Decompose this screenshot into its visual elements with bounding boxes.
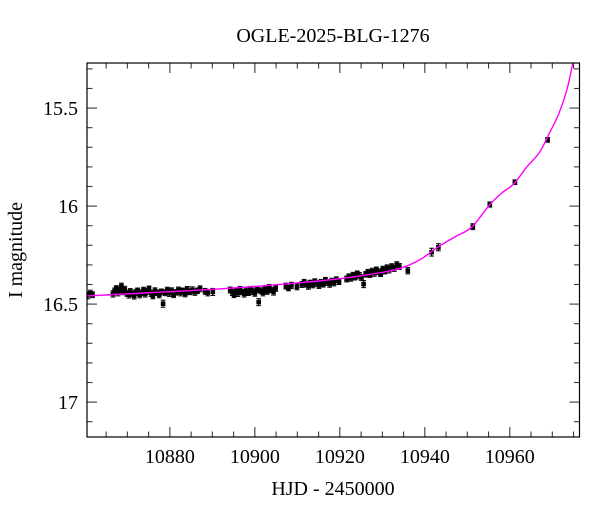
data-point — [378, 271, 383, 276]
data-point — [187, 289, 193, 295]
data-point — [386, 267, 392, 273]
plot-title: OGLE-2025-BLG-1276 — [236, 25, 429, 47]
data-point — [271, 289, 276, 295]
data-point — [235, 291, 241, 296]
data-point — [321, 281, 326, 287]
data-point — [135, 288, 140, 294]
data-point — [254, 287, 260, 293]
data-point — [233, 288, 239, 294]
data-point — [202, 289, 208, 294]
data-point — [545, 137, 550, 143]
data-point — [264, 289, 270, 294]
data-point — [283, 283, 289, 289]
x-tick-label: 10920 — [315, 446, 365, 468]
data-point — [230, 290, 235, 295]
data-point — [405, 268, 411, 274]
data-point — [141, 287, 146, 293]
data-point — [286, 285, 291, 291]
data-point — [146, 286, 152, 292]
data-point — [169, 288, 174, 294]
data-point — [182, 291, 188, 297]
data-point — [173, 290, 179, 295]
x-tick-label: 10880 — [145, 446, 195, 468]
data-point — [150, 293, 156, 299]
data-point — [185, 287, 190, 292]
data-point — [359, 275, 364, 280]
data-point — [131, 293, 137, 299]
data-point — [391, 266, 397, 271]
data-point — [126, 292, 131, 297]
data-point — [331, 280, 337, 286]
data-point — [120, 289, 126, 295]
data-point — [192, 290, 198, 295]
y-tick-label: 16 — [58, 196, 78, 218]
axis-ticks — [87, 63, 580, 437]
data-point — [294, 284, 300, 290]
data-point — [210, 289, 216, 295]
data-point — [397, 264, 402, 269]
data-point — [205, 290, 210, 295]
data-point — [260, 290, 266, 295]
data-point — [122, 287, 128, 292]
data-point — [117, 287, 122, 293]
x-tick-label: 10940 — [400, 446, 450, 468]
data-point — [361, 281, 366, 287]
data-point — [289, 283, 294, 288]
x-tick-label: 10900 — [230, 446, 280, 468]
data-point — [231, 292, 237, 297]
y-tick-label: 16.5 — [43, 294, 78, 316]
data-point — [252, 291, 258, 296]
plot-frame — [86, 62, 581, 438]
model-curve — [87, 63, 574, 297]
y-tick-labels: 15.5 16 16.5 17 — [43, 98, 78, 414]
x-axis-label: HJD - 2450000 — [271, 478, 394, 500]
data-point — [316, 283, 322, 288]
y-axis-label: I magnitude — [5, 202, 27, 298]
y-tick-label: 17 — [58, 392, 78, 414]
data-point — [389, 264, 394, 269]
data-point — [273, 286, 278, 291]
data-point — [160, 301, 166, 306]
data-point — [90, 292, 95, 297]
data-point — [197, 286, 203, 292]
data-point — [119, 283, 124, 289]
data-point — [394, 262, 400, 267]
x-tick-labels: 10880 10900 10920 10940 10960 — [145, 446, 535, 468]
data-point — [256, 299, 261, 305]
data-point — [336, 279, 342, 284]
data-point — [114, 286, 119, 291]
y-tick-label: 15.5 — [43, 98, 78, 120]
data-point — [310, 282, 315, 288]
x-tick-label: 10960 — [485, 446, 535, 468]
